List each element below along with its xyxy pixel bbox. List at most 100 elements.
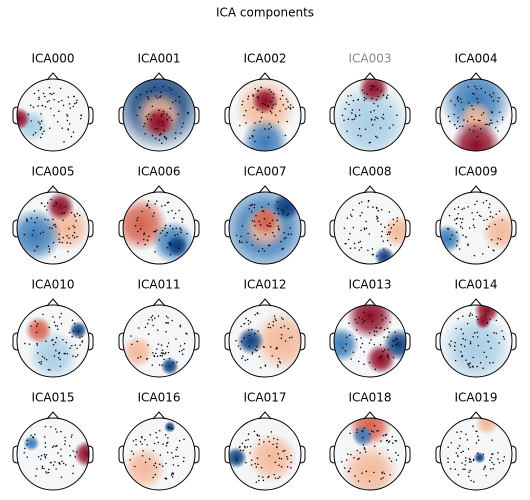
sensor [237, 345, 240, 347]
sensor [496, 242, 499, 245]
sensor [153, 464, 155, 467]
sensor [482, 367, 484, 369]
sensor [147, 200, 150, 202]
sensor [161, 349, 164, 352]
topomap-field [123, 305, 195, 377]
sensor [395, 343, 397, 346]
sensor [241, 103, 243, 106]
sensor [495, 319, 498, 322]
sensor [287, 106, 290, 108]
field-blob [17, 107, 31, 131]
sensor [358, 457, 361, 460]
sensor [363, 311, 365, 314]
sensor [162, 85, 164, 88]
sensor [259, 223, 262, 226]
component-title: ICA013 [348, 278, 391, 292]
sensor [353, 118, 356, 120]
right-ear [510, 445, 517, 464]
sensor [178, 95, 181, 98]
sensor [358, 241, 360, 244]
sensor [139, 107, 141, 109]
topomap-field [229, 192, 301, 264]
sensor [460, 101, 463, 104]
sensor [76, 236, 78, 238]
sensor [67, 128, 69, 130]
sensor [397, 454, 399, 456]
sensor [67, 250, 69, 253]
left-ear [329, 445, 336, 464]
sensor [74, 344, 77, 346]
sensor [157, 441, 160, 444]
sensor [254, 88, 256, 90]
component-title: ICA011 [137, 278, 180, 292]
topomap-field [334, 192, 406, 264]
sensor [152, 352, 154, 354]
sensor [179, 227, 181, 230]
sensor [247, 232, 249, 235]
sensor [262, 476, 264, 478]
sensor [36, 323, 39, 325]
sensor [387, 336, 389, 338]
sensor [38, 361, 40, 364]
head-outline [16, 191, 90, 265]
sensor [368, 332, 371, 334]
sensor [349, 334, 351, 336]
sensor [129, 459, 131, 461]
sensor [376, 255, 378, 257]
sensor [246, 241, 248, 243]
sensor [152, 114, 155, 116]
sensor [72, 225, 75, 227]
sensor [68, 331, 71, 334]
sensor [277, 452, 280, 455]
sensor [62, 219, 64, 221]
topomap-field [440, 418, 512, 490]
sensor [153, 230, 155, 233]
field-blob [236, 327, 265, 355]
sensor [462, 315, 464, 317]
sensor [468, 102, 470, 104]
left-ear [435, 106, 442, 125]
sensor [489, 215, 492, 218]
sensor [467, 448, 470, 450]
component-title: ICA018 [348, 391, 391, 405]
sensor [55, 349, 57, 352]
sensor [53, 321, 56, 323]
component-title: ICA016 [137, 391, 180, 405]
topomap [329, 185, 411, 265]
sensor [468, 365, 470, 367]
sensor [468, 128, 471, 131]
sensor [389, 474, 391, 476]
sensor [362, 321, 364, 324]
sensor [455, 452, 458, 454]
sensor [449, 467, 452, 470]
sensor [284, 340, 287, 342]
sensor [147, 96, 149, 98]
sensor [459, 225, 462, 228]
nose [469, 411, 483, 420]
sensor [280, 240, 282, 243]
sensor [381, 355, 383, 357]
sensor [489, 211, 492, 213]
sensor [144, 461, 147, 464]
sensor [371, 320, 374, 323]
sensor [351, 109, 354, 111]
sensor [160, 352, 163, 354]
sensor [177, 455, 179, 458]
sensor [56, 431, 58, 433]
sensor [47, 219, 49, 221]
right-ear [510, 219, 517, 238]
right-ear [299, 106, 306, 125]
sensor [47, 471, 50, 474]
head-outline [333, 78, 407, 152]
sensor [258, 479, 260, 482]
sensor [257, 96, 259, 99]
sensor [81, 335, 83, 338]
sensor [248, 334, 251, 337]
sensor [43, 453, 46, 456]
sensor [167, 317, 169, 319]
sensor [456, 240, 459, 242]
sensor [282, 247, 285, 250]
sensor [360, 246, 363, 249]
sensor [58, 238, 60, 240]
sensor [341, 114, 344, 117]
